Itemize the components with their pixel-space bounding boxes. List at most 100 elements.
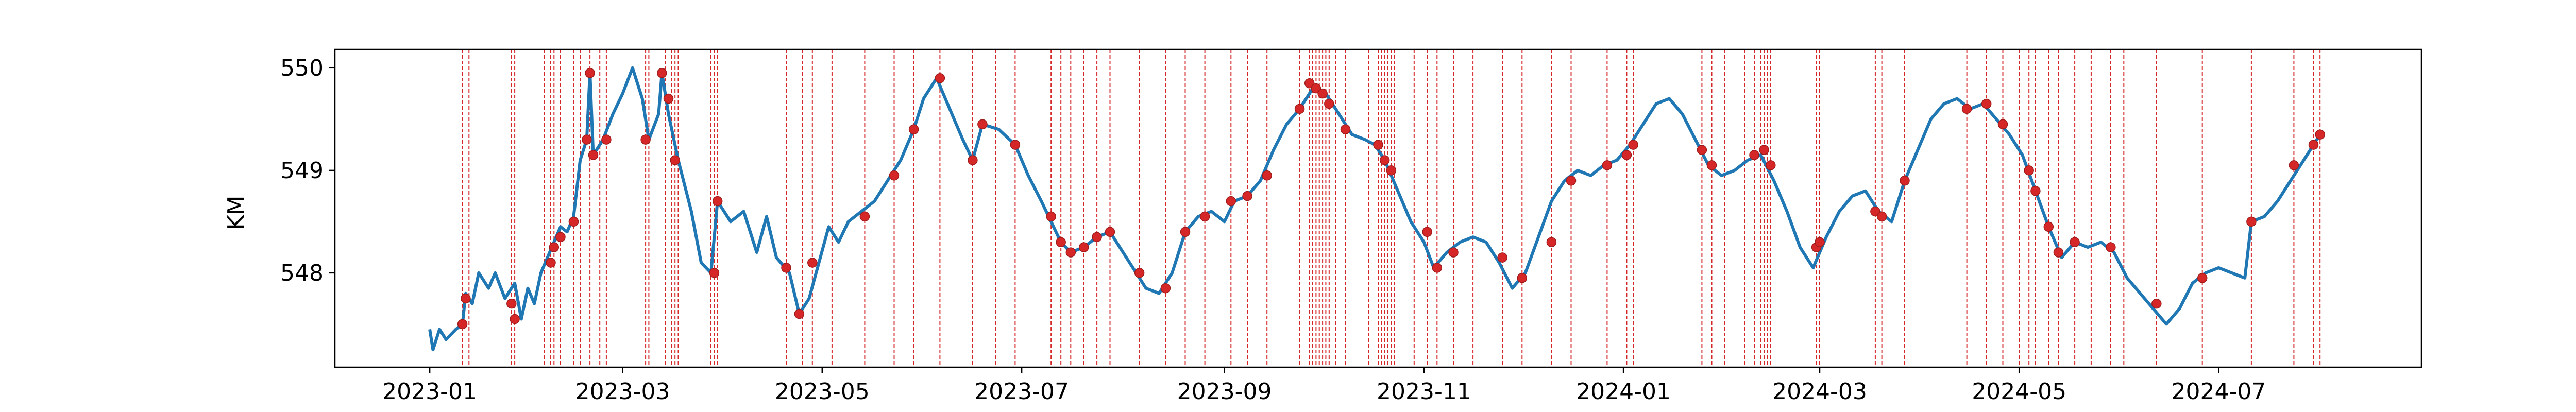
event-marker <box>2043 221 2054 232</box>
event-marker <box>1317 88 1328 99</box>
event-marker <box>1160 283 1171 294</box>
event-marker <box>1517 273 1528 283</box>
event-marker <box>1621 150 1632 160</box>
event-marker <box>1199 211 1210 222</box>
event-marker <box>1134 268 1145 278</box>
x-tick-label: 2023-11 <box>1377 379 1471 405</box>
event-marker <box>601 134 612 145</box>
event-marker <box>859 211 870 222</box>
x-tick-label: 2023-03 <box>575 379 670 405</box>
event-marker <box>546 258 556 268</box>
event-marker <box>549 242 560 252</box>
event-marker <box>968 155 978 165</box>
event-marker <box>461 293 471 304</box>
x-axis: 2023-01 2023-03 2023-05 2023-07 2023-09 2023-… <box>382 367 2266 405</box>
event-marker <box>709 268 720 278</box>
event-marker <box>908 124 919 134</box>
event-marker <box>712 196 723 207</box>
event-marker <box>568 216 579 227</box>
event-marker <box>1065 247 1076 258</box>
event-marker <box>457 319 468 330</box>
event-marker <box>2030 185 2041 196</box>
x-tick-label: 2023-07 <box>974 379 1069 405</box>
event-marker <box>1870 206 1880 217</box>
event-marker <box>2151 298 2162 309</box>
y-axis-label: KM <box>223 196 249 230</box>
event-marker <box>1105 227 1115 237</box>
event-marker <box>2308 140 2319 150</box>
event-marker <box>1373 140 1383 150</box>
event-marker <box>1311 83 1321 94</box>
event-marker <box>1432 263 1443 273</box>
event-marker <box>1900 176 1910 186</box>
event-marker <box>1324 98 1334 109</box>
x-tick-label: 2023-01 <box>382 379 477 405</box>
event-marker <box>1566 176 1577 186</box>
event-marker <box>2070 237 2080 247</box>
event-marker <box>1242 191 1252 201</box>
event-marker <box>1602 160 1613 170</box>
event-marker <box>1340 124 1351 134</box>
x-tick-label: 2024-05 <box>1972 379 2066 405</box>
event-marker <box>1759 145 1769 155</box>
event-marker <box>1386 165 1397 176</box>
event-marker <box>1997 119 2008 130</box>
event-marker <box>2315 129 2325 140</box>
series-line <box>428 66 2321 352</box>
y-tick-label: 550 <box>280 55 324 81</box>
event-marker <box>588 150 599 160</box>
event-marker <box>2289 160 2299 170</box>
series-group <box>428 66 2321 352</box>
event-marker <box>1294 104 1305 114</box>
event-marker <box>1180 227 1191 237</box>
event-markers <box>457 68 2325 330</box>
x-tick-label: 2023-09 <box>1177 379 1272 405</box>
event-marker <box>1697 145 1707 155</box>
event-marker <box>977 119 988 130</box>
event-marker <box>555 232 566 242</box>
event-marker <box>657 68 667 78</box>
event-marker <box>2024 165 2034 176</box>
x-tick-label: 2024-01 <box>1576 379 1671 405</box>
event-marker <box>794 308 805 319</box>
event-marker <box>1304 78 1315 89</box>
event-marker <box>1749 150 1759 160</box>
event-marker <box>1546 237 1557 247</box>
event-marker <box>1628 140 1638 150</box>
event-marker <box>1379 155 1390 165</box>
x-tick-label: 2023-05 <box>775 379 870 405</box>
x-tick-label: 2024-07 <box>2171 379 2266 405</box>
event-marker <box>935 73 945 83</box>
event-marker <box>585 68 595 78</box>
y-tick-label: 548 <box>280 260 324 286</box>
event-marker <box>1092 232 1102 242</box>
y-axis: 548 549 550 <box>280 55 335 286</box>
event-marker <box>506 298 517 309</box>
event-marker <box>1876 211 1887 222</box>
event-marker <box>1226 196 1236 207</box>
event-marker <box>889 170 900 181</box>
event-marker <box>781 263 791 273</box>
event-marker <box>510 314 520 324</box>
event-marker <box>1448 247 1459 258</box>
event-marker <box>2197 273 2208 283</box>
event-marker <box>1961 104 1972 114</box>
event-marker <box>582 134 592 145</box>
event-marker <box>1766 160 1776 170</box>
event-marker <box>1706 160 1717 170</box>
event-marker <box>1078 242 1089 252</box>
event-marker <box>2053 247 2064 258</box>
plot-frame <box>334 48 2422 368</box>
event-marker <box>663 93 674 104</box>
event-marker <box>1815 237 1825 247</box>
event-marker <box>1010 140 1021 150</box>
event-marker <box>1981 98 1992 109</box>
y-tick-label: 549 <box>280 158 324 184</box>
event-marker <box>1262 170 1272 181</box>
event-marker <box>1422 227 1432 237</box>
event-marker <box>1056 237 1066 247</box>
event-marker <box>2106 242 2116 252</box>
